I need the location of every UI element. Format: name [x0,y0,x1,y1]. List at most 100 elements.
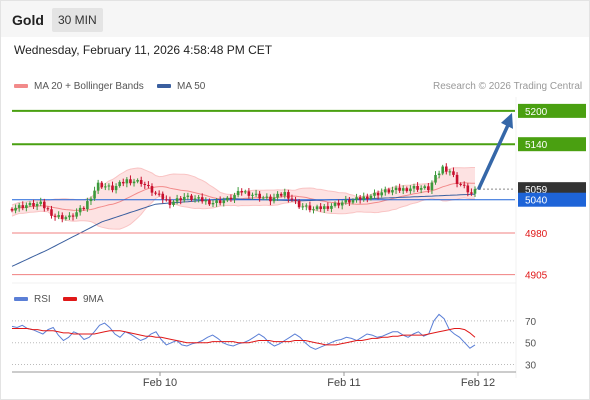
candle [434,175,437,183]
candle [182,196,186,201]
candle [290,198,294,200]
price-label-bg-5200 [518,103,586,118]
timeframe-button[interactable]: 30 MIN [52,8,103,32]
candle [96,182,100,191]
candle [373,192,376,196]
rsi-series-rsi [11,313,476,350]
x-tick-label: Feb 12 [461,377,495,389]
candle [441,166,444,174]
legend-ma50-label: MA 50 [177,81,206,92]
price-label-5200: 5200 [525,107,548,118]
candle [398,187,401,191]
candle [279,193,283,196]
candle [200,197,204,202]
candle [312,209,315,211]
candle [265,196,269,198]
rsi-tick-50: 50 [525,339,537,350]
rsi-tick-30: 30 [525,361,537,372]
candle [78,207,82,213]
candle [17,205,21,208]
legend-rsi-label: RSI [34,294,51,305]
bollinger-lower-line [11,196,476,230]
candle [254,193,258,195]
candle [315,206,319,210]
price-label-5059: 5059 [525,185,548,196]
candle [380,192,383,196]
legend-rsi: RSI [14,294,51,305]
rsi-tick-70: 70 [525,317,537,328]
candle [243,191,247,193]
price-label-bg-5140 [518,137,586,152]
candle [172,201,175,205]
candle [32,202,35,207]
candle [60,215,64,219]
candle [125,179,129,184]
candle [412,186,416,189]
candle [301,206,305,208]
candle [229,197,233,200]
candle [165,199,168,201]
candle [28,202,32,206]
candle [114,186,118,191]
candle [376,192,380,196]
legend-9ma-swatch [63,297,77,302]
copyright-text: Research © 2026 Trading Central [433,81,583,92]
candle [143,183,147,186]
candle [89,198,93,202]
candle [391,190,394,193]
candle [104,186,107,188]
candle [383,189,387,193]
candle [305,205,308,207]
candle [466,185,470,193]
candle [100,182,104,188]
legend-9ma-label: 9MA [83,294,104,305]
candle [208,200,211,205]
candle [10,208,14,211]
candle [369,195,373,199]
candle [459,183,462,185]
candle [186,195,190,197]
projection-arrowhead [501,112,513,129]
candle [82,207,86,210]
candle [276,193,279,198]
candle [366,196,369,199]
bollinger-upper-line [11,167,475,206]
legend-ma50-swatch [157,84,171,89]
candle [283,192,287,196]
candle [269,196,272,202]
x-tick-label: Feb 10 [143,377,177,389]
candle [362,196,366,200]
candle [452,171,455,175]
candle [150,186,154,193]
candle [294,199,297,201]
candle [222,200,226,204]
candle [240,190,244,193]
candle [258,193,261,199]
candle [247,191,251,196]
candle [193,198,197,200]
candle [147,185,150,187]
price-label-5040: 5040 [525,196,548,207]
price-label-5140: 5140 [525,140,548,151]
candle [387,189,391,193]
candle [344,199,348,203]
candle [118,181,121,187]
candle [71,215,75,217]
candle [68,215,71,218]
candle [50,209,53,216]
instrument-title: Gold [12,12,44,28]
candle [462,184,466,186]
datetime-label: Wednesday, February 11, 2026 4:58:48 PM … [14,43,273,57]
price-label-4905: 4905 [525,271,548,282]
candle [401,188,405,191]
candle [473,189,477,194]
candle [437,173,441,176]
legend-9ma: 9MA [63,294,104,305]
candle [348,199,351,203]
candle [161,193,165,200]
candle [419,188,423,190]
candle [355,197,358,200]
candle [57,215,60,217]
candle [93,190,96,199]
